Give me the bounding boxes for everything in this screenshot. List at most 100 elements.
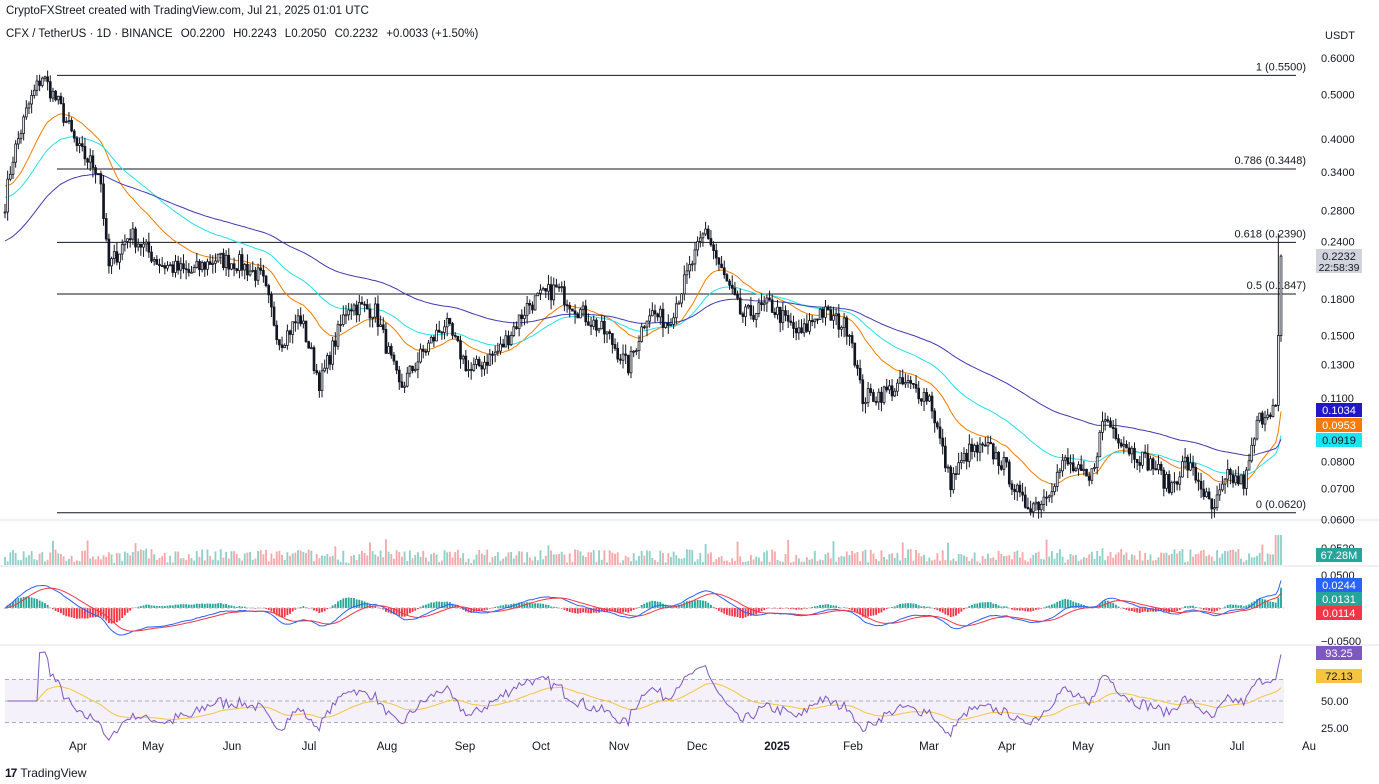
candle-body <box>1239 474 1243 485</box>
volume-bar <box>773 551 776 565</box>
candle-body <box>720 263 723 269</box>
volume-bar <box>832 541 835 565</box>
candle-body <box>214 260 217 264</box>
candle-body <box>152 259 156 262</box>
volume-bar <box>158 557 161 565</box>
macd-histogram-bar <box>241 606 244 608</box>
volume-bar <box>310 550 313 565</box>
candle-body <box>1055 471 1059 487</box>
macd-histogram-bar <box>1242 606 1245 608</box>
volume-bar <box>1101 548 1104 565</box>
volume-bar <box>763 552 766 565</box>
macd-histogram-bar <box>1013 608 1016 611</box>
macd-histogram-bar <box>805 608 808 609</box>
candle-body <box>613 344 617 349</box>
volume-bar <box>821 560 824 565</box>
volume-bar <box>259 550 262 565</box>
volume-bar <box>390 553 393 565</box>
volume-bar <box>171 562 174 565</box>
volume-bar <box>654 560 656 565</box>
macd-histogram-bar <box>14 599 17 608</box>
volume-bar <box>643 555 646 565</box>
macd-histogram-bar <box>1144 608 1147 612</box>
macd-histogram-bar <box>289 608 291 614</box>
volume-bar <box>733 561 736 565</box>
volume-bar <box>837 557 840 565</box>
macd-histogram-bar <box>385 608 387 612</box>
candle-body <box>1053 485 1056 493</box>
volume-bar <box>1205 556 1208 565</box>
rsi-value-label-bg <box>1316 646 1362 660</box>
macd-histogram-bar <box>747 608 750 617</box>
candle-body <box>1183 456 1187 463</box>
macd-histogram-bar <box>353 598 355 608</box>
candle-body <box>40 77 44 86</box>
candle-body <box>1178 476 1182 485</box>
candle-body <box>914 383 918 389</box>
macd-histogram-bar <box>584 608 587 613</box>
macd-histogram-bar <box>811 607 814 608</box>
volume-bar <box>483 555 486 565</box>
candle-body <box>893 390 897 397</box>
volume-bar <box>139 549 142 565</box>
candle-body <box>603 320 606 335</box>
volume-bar <box>451 557 454 565</box>
candle-body <box>821 308 825 318</box>
macd-histogram-bar <box>65 608 68 617</box>
candle-body <box>1013 488 1016 493</box>
macd-histogram-bar <box>984 602 987 608</box>
volume-bar <box>115 553 118 565</box>
volume-bar <box>1261 544 1264 565</box>
macd-histogram-bar <box>102 608 105 619</box>
macd-histogram-bar <box>217 603 220 608</box>
candle-body <box>952 473 955 491</box>
volume-bar <box>1136 559 1139 565</box>
volume-bar <box>38 553 41 565</box>
macd-histogram-bar <box>190 604 193 608</box>
volume-bar <box>651 557 654 565</box>
volume-bar <box>392 558 395 565</box>
time-tick-label: Jul <box>302 741 317 753</box>
volume-bar <box>408 550 411 565</box>
volume-bar <box>281 554 283 565</box>
volume-bar <box>717 557 720 565</box>
candle-body <box>1146 452 1150 471</box>
volume-bar <box>752 559 755 565</box>
candle-body <box>1085 468 1088 477</box>
volume-bar <box>808 559 811 565</box>
macd-histogram-bar <box>952 608 955 617</box>
candle-body <box>360 302 364 305</box>
macd-histogram-bar <box>20 597 22 608</box>
candle-body <box>936 422 939 428</box>
candle-body <box>605 331 609 335</box>
volume-bar <box>523 562 526 565</box>
macd-histogram-bar <box>582 608 584 613</box>
tradingview-logo[interactable]: 17 TradingView <box>5 766 86 780</box>
volume-bar <box>249 551 252 565</box>
volume-bar <box>432 552 435 565</box>
macd-histogram-bar <box>821 604 824 608</box>
chart-area[interactable]: 1 (0.5500) 0.786 (0.3448) 0.618 (0.2390) 0.… <box>0 0 1379 760</box>
volume-bar <box>939 560 941 565</box>
volume-bar <box>741 561 744 565</box>
macd-histogram-bar <box>331 605 334 608</box>
candle-body <box>464 355 468 372</box>
candle-body <box>1159 464 1163 471</box>
macd-histogram-bar <box>968 605 971 608</box>
candle-body <box>635 350 638 353</box>
macd-histogram-bar <box>1040 608 1043 609</box>
macd-histogram-bar <box>707 602 710 608</box>
volume-bar <box>1074 555 1077 565</box>
volume-bar <box>904 557 907 565</box>
volume-bar <box>520 551 523 565</box>
macd-histogram-bar <box>1053 603 1056 608</box>
volume-bar <box>406 561 409 565</box>
volume-bar <box>478 549 481 565</box>
candle-body <box>704 228 707 235</box>
volume-bar <box>907 549 909 565</box>
macd-histogram-bar <box>462 608 465 610</box>
macd-histogram-bar <box>640 605 643 608</box>
symbol-legend[interactable]: CFX / TetherUS · 1D · BINANCE O0.2200 H0… <box>6 28 483 40</box>
candle-body <box>302 320 305 325</box>
macd-histogram-bar <box>1178 608 1181 610</box>
